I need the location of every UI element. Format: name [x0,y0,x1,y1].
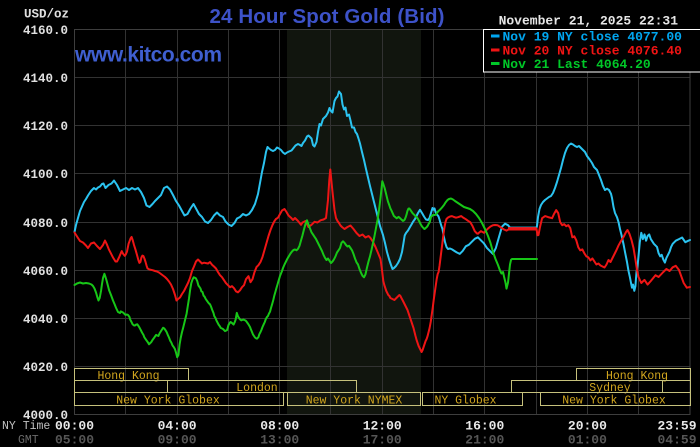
svg-text:November 21, 2025 22:31: November 21, 2025 22:31 [499,14,679,29]
svg-text:NY Time: NY Time [2,420,50,433]
svg-text:NY Globex: NY Globex [434,394,496,407]
svg-text:16:00: 16:00 [465,419,504,434]
svg-text:20:00: 20:00 [568,419,607,434]
svg-text:Hong Kong: Hong Kong [97,370,159,383]
svg-text:London: London [236,382,277,395]
svg-text:New York Globex: New York Globex [116,394,220,407]
svg-text:04:59: 04:59 [657,433,696,447]
svg-text:4100.0: 4100.0 [23,168,68,182]
svg-text:USD/oz: USD/oz [24,8,69,22]
svg-text:12:00: 12:00 [363,419,402,434]
svg-text:Nov 20 NY close 4076.40: Nov 20 NY close 4076.40 [503,44,683,59]
svg-text:01:00: 01:00 [568,433,607,447]
svg-text:4000.0: 4000.0 [23,409,68,423]
svg-text:09:00: 09:00 [158,433,197,447]
svg-text:4060.0: 4060.0 [23,265,68,279]
svg-text:Hong Kong: Hong Kong [606,370,668,383]
svg-text:New York NYMEX: New York NYMEX [306,394,403,407]
svg-text:Nov 19 NY close 4077.00: Nov 19 NY close 4077.00 [503,30,683,45]
svg-text:Sydney: Sydney [589,382,631,395]
svg-text:04:00: 04:00 [158,419,197,434]
svg-text:21:00: 21:00 [465,433,504,447]
svg-text:4040.0: 4040.0 [23,313,68,327]
svg-text:4020.0: 4020.0 [23,361,68,375]
svg-text:New York Globex: New York Globex [562,394,666,407]
svg-text:24 Hour Spot Gold (Bid): 24 Hour Spot Gold (Bid) [210,5,445,28]
svg-text:4160.0: 4160.0 [23,24,68,38]
svg-text:13:00: 13:00 [260,433,299,447]
svg-text:23:59: 23:59 [657,419,696,434]
svg-text:17:00: 17:00 [363,433,402,447]
svg-text:GMT: GMT [18,434,39,447]
svg-text:4140.0: 4140.0 [23,72,68,86]
svg-text:Nov 21 Last 4064.20: Nov 21 Last 4064.20 [503,57,651,72]
svg-text:4120.0: 4120.0 [23,120,68,134]
svg-text:08:00: 08:00 [260,419,299,434]
svg-text:00:00: 00:00 [55,419,94,434]
svg-text:www.kitco.com: www.kitco.com [74,44,222,67]
svg-text:4080.0: 4080.0 [23,217,68,231]
svg-text:05:00: 05:00 [55,433,94,447]
